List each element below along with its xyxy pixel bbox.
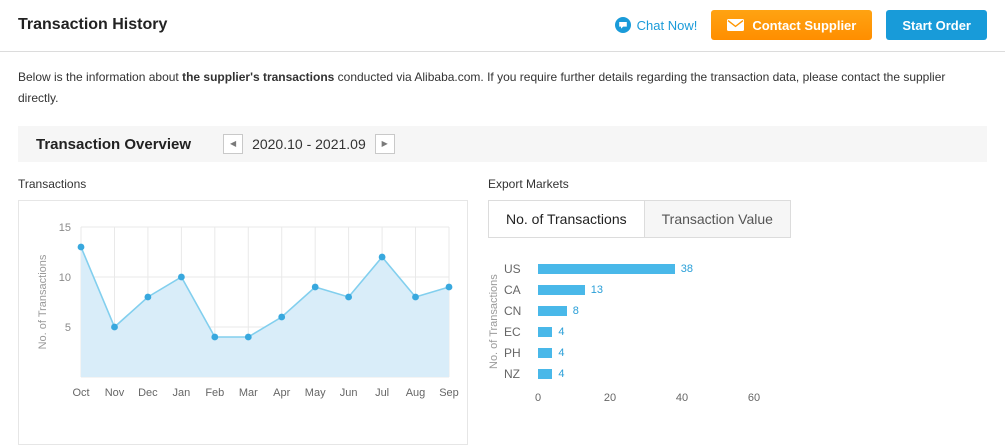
chat-now-link[interactable]: Chat Now! (614, 17, 698, 33)
chat-bubble-icon (614, 17, 631, 33)
envelope-icon (727, 19, 745, 31)
chevron-right-icon: ▶ (381, 139, 388, 148)
svg-text:Nov: Nov (105, 387, 125, 399)
bar (538, 326, 553, 337)
bar (538, 263, 675, 274)
bar (538, 305, 567, 316)
bar-value-label: 38 (680, 262, 694, 275)
chat-now-label: Chat Now! (636, 17, 698, 33)
bar (538, 347, 553, 358)
export-markets-panel-label: Export Markets (488, 177, 569, 191)
page-header: Transaction History Chat Now! (0, 0, 1005, 52)
svg-text:Jan: Jan (173, 387, 191, 399)
header-actions: Chat Now! Contact Supplier Start Order (614, 10, 987, 40)
svg-text:5: 5 (65, 322, 71, 334)
svg-text:Jun: Jun (340, 387, 358, 399)
description-text: Below is the information about the suppl… (18, 70, 946, 105)
svg-text:15: 15 (59, 222, 71, 234)
line-chart-svg: 5 10 15 Oct Nov Dec Jan Feb Mar Apr May Jun Jul Aug Se… (37, 222, 459, 399)
bar-category-label: EC (504, 324, 521, 339)
page-title: Transaction History (18, 16, 168, 33)
transactions-line-chart: 5 10 15 Oct Nov Dec Jan Feb Mar Apr May Jun Jul Aug Se… (18, 200, 468, 445)
bar-category-label: CA (504, 282, 521, 297)
prev-period-button[interactable]: ◀ (223, 134, 244, 154)
svg-text:Apr: Apr (273, 387, 290, 399)
bar-category-label: CN (504, 303, 522, 318)
svg-text:Mar: Mar (239, 387, 258, 399)
svg-text:Feb: Feb (205, 387, 224, 399)
date-range-navigator: ◀ 2020.10 - 2021.09 ▶ (223, 134, 395, 154)
bar-category-label: PH (504, 345, 521, 360)
x-axis-tick-label: 60 (747, 392, 761, 404)
start-order-button[interactable]: Start Order (886, 10, 987, 40)
transactions-panel-label: Transactions (18, 177, 87, 191)
x-axis-tick-label: 0 (534, 392, 542, 404)
svg-text:Oct: Oct (72, 387, 89, 399)
bar (538, 284, 585, 295)
section-title: Transaction Overview (36, 135, 192, 153)
bar-category-label: NZ (504, 366, 520, 381)
x-axis-tick-label: 40 (675, 392, 689, 404)
bar-row: US 38 (504, 258, 778, 279)
svg-text:10: 10 (59, 272, 71, 284)
contact-supplier-label: Contact Supplier (752, 17, 857, 33)
bar-value-label: 4 (558, 367, 565, 380)
export-markets-panel: Export Markets No. of Transactions Trans… (488, 177, 987, 445)
contact-supplier-button[interactable]: Contact Supplier (711, 10, 873, 40)
bar-row: CA 13 (504, 279, 778, 300)
transactions-panel: Transactions 5 10 15 Oct Nov Dec Jan Feb Mar Apr M… (18, 177, 468, 445)
bar-value-label: 13 (590, 283, 604, 296)
chevron-left-icon: ◀ (230, 139, 237, 148)
bar (538, 368, 553, 379)
date-range-label: 2020.10 - 2021.09 (252, 136, 366, 152)
tab-no-of-transactions[interactable]: No. of Transactions (489, 201, 644, 237)
svg-text:No. of Transactions: No. of Transactions (37, 254, 49, 349)
svg-text:May: May (305, 387, 326, 399)
svg-text:Aug: Aug (406, 387, 426, 399)
bar-row: NZ 4 (504, 363, 778, 384)
bar-row: EC 4 (504, 321, 778, 342)
bar-chart-x-axis: 0 20 40 60 (534, 392, 778, 410)
next-period-button[interactable]: ▶ (374, 134, 395, 154)
svg-text:Sep: Sep (439, 387, 459, 399)
bar-value-label: 4 (558, 346, 565, 359)
svg-text:Jul: Jul (375, 387, 389, 399)
bar-rows: US 38 CA 13 CN 8 EC 4 PH 4 NZ 4 (504, 258, 778, 384)
bar-value-label: 4 (558, 325, 565, 338)
bar-value-label: 8 (572, 304, 579, 317)
charts-area: Transactions 5 10 15 Oct Nov Dec Jan Feb Mar Apr M… (0, 162, 1005, 445)
transaction-overview-bar: Transaction Overview ◀ 2020.10 - 2021.09… (18, 126, 987, 162)
x-axis-tick-label: 20 (603, 392, 617, 404)
bar-row: PH 4 (504, 342, 778, 363)
export-markets-tabs: No. of Transactions Transaction Value (488, 200, 791, 238)
bar-category-label: US (504, 261, 521, 276)
svg-text:Dec: Dec (138, 387, 158, 399)
bar-chart-y-axis-label: No. of Transactions (488, 274, 500, 370)
export-markets-bar-chart: No. of Transactions US 38 CA 13 CN 8 EC 4 PH 4 NZ 4… (488, 258, 987, 410)
bar-chart-body: US 38 CA 13 CN 8 EC 4 PH 4 NZ 4 0 20 40 60 (504, 258, 778, 410)
tab-transaction-value[interactable]: Transaction Value (643, 201, 790, 237)
bar-row: CN 8 (504, 300, 778, 321)
